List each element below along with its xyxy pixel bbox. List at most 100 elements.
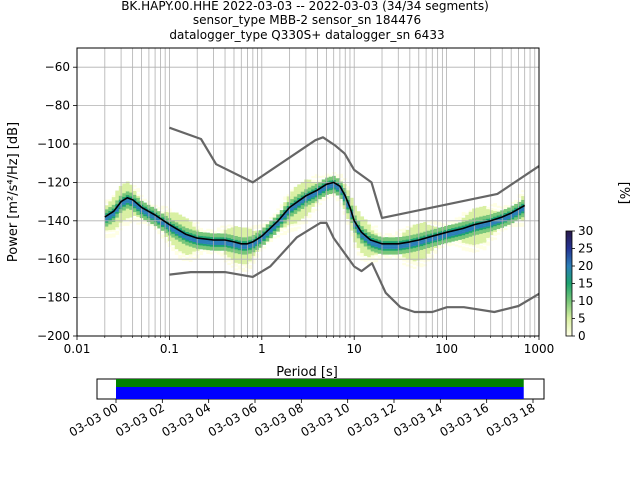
histogram-cell [125,198,130,201]
histogram-cell [521,207,525,210]
histogram-cell [300,199,305,202]
histogram-cell [489,217,494,220]
colorbar-tick-label: 25 [578,242,593,256]
histogram-cell [416,264,421,267]
histogram-cell [409,265,414,268]
histogram-cell [104,222,109,225]
histogram-cell [514,224,518,227]
histogram-cell [412,261,417,264]
histogram-cell [223,246,228,249]
histogram-cell [353,223,358,226]
histogram-cell [241,231,246,234]
histogram-cell [279,204,284,207]
histogram-cell [356,224,361,227]
histogram-cell [486,222,490,225]
y-tick-label: −140 [37,214,70,228]
histogram-cell [503,210,508,213]
histogram-cell [423,260,428,263]
histogram-cell [318,195,323,198]
histogram-cell [286,223,291,226]
histogram-cell [227,255,232,258]
histogram-cell [461,221,466,224]
histogram-cell [283,230,288,234]
histogram-cell [244,262,249,265]
histogram-cell [122,193,127,196]
histogram-cell [188,231,193,234]
histogram-cell [409,229,414,232]
histogram-cell [202,245,207,248]
histogram-cell [122,221,127,224]
y-tick-label: −80 [45,99,70,113]
histogram-cell [419,222,424,226]
histogram-cell [419,240,424,243]
histogram-cell [241,264,246,267]
histogram-cell [188,250,193,253]
histogram-cell [290,195,295,198]
histogram-cell [489,233,494,236]
histogram-cell [444,225,449,228]
psd-coverage-bar [116,379,524,387]
histogram-cell [402,251,407,254]
histogram-cell [335,178,340,181]
histogram-cell [398,240,403,243]
histogram-cell [398,234,403,237]
histogram-cell [237,236,242,239]
y-tick-label: −160 [37,252,70,266]
histogram-cell [356,245,361,248]
histogram-cell [216,242,221,245]
histogram-cell [412,238,417,241]
histogram-cell [496,215,501,218]
histogram-cell [461,246,466,249]
histogram-cell [206,242,211,245]
histogram-cell [286,201,291,205]
histogram-cell [279,213,284,217]
histogram-cell [244,240,249,244]
histogram-cell [482,207,487,210]
histogram-cell [388,239,393,242]
histogram-cell [451,220,456,223]
histogram-cell [517,203,522,206]
histogram-cell [241,262,246,265]
histogram-cell [433,232,438,235]
histogram-cell [423,256,428,259]
histogram-cell [104,207,109,210]
histogram-cell [111,235,116,238]
histogram-cell [353,207,358,210]
histogram-cell [363,223,368,226]
histogram-cell [489,221,494,224]
histogram-cell [307,196,312,200]
histogram-cell [311,210,316,213]
histogram-cell [360,222,365,225]
histogram-cell [178,243,183,246]
histogram-cell [220,252,225,255]
histogram-cell [164,238,169,241]
histogram-cell [416,225,421,228]
histogram-cell [349,220,354,223]
histogram-cell [230,246,235,249]
histogram-cell [181,218,186,221]
histogram-cell [129,194,134,197]
histogram-cell [482,213,487,216]
histogram-cell [269,230,274,233]
histogram-cell [230,234,235,238]
histogram-cell [458,245,463,248]
histogram-cell [192,234,197,237]
histogram-cell [174,247,179,250]
histogram-cell [465,224,470,227]
histogram-cell [188,240,193,243]
histogram-cell [129,192,134,195]
histogram-cell [216,250,221,253]
histogram-cell [230,229,235,232]
histogram-cell [321,175,326,178]
histogram-cell [174,222,179,225]
histogram-cell [461,235,466,238]
histogram-cell [111,225,116,228]
histogram-cell [447,236,452,239]
histogram-cell [321,187,326,190]
colorbar-tick-label: 5 [578,312,586,326]
histogram-cell [339,202,344,205]
histogram-cell [419,265,424,268]
histogram-cell [178,233,183,236]
histogram-cell [521,213,525,216]
